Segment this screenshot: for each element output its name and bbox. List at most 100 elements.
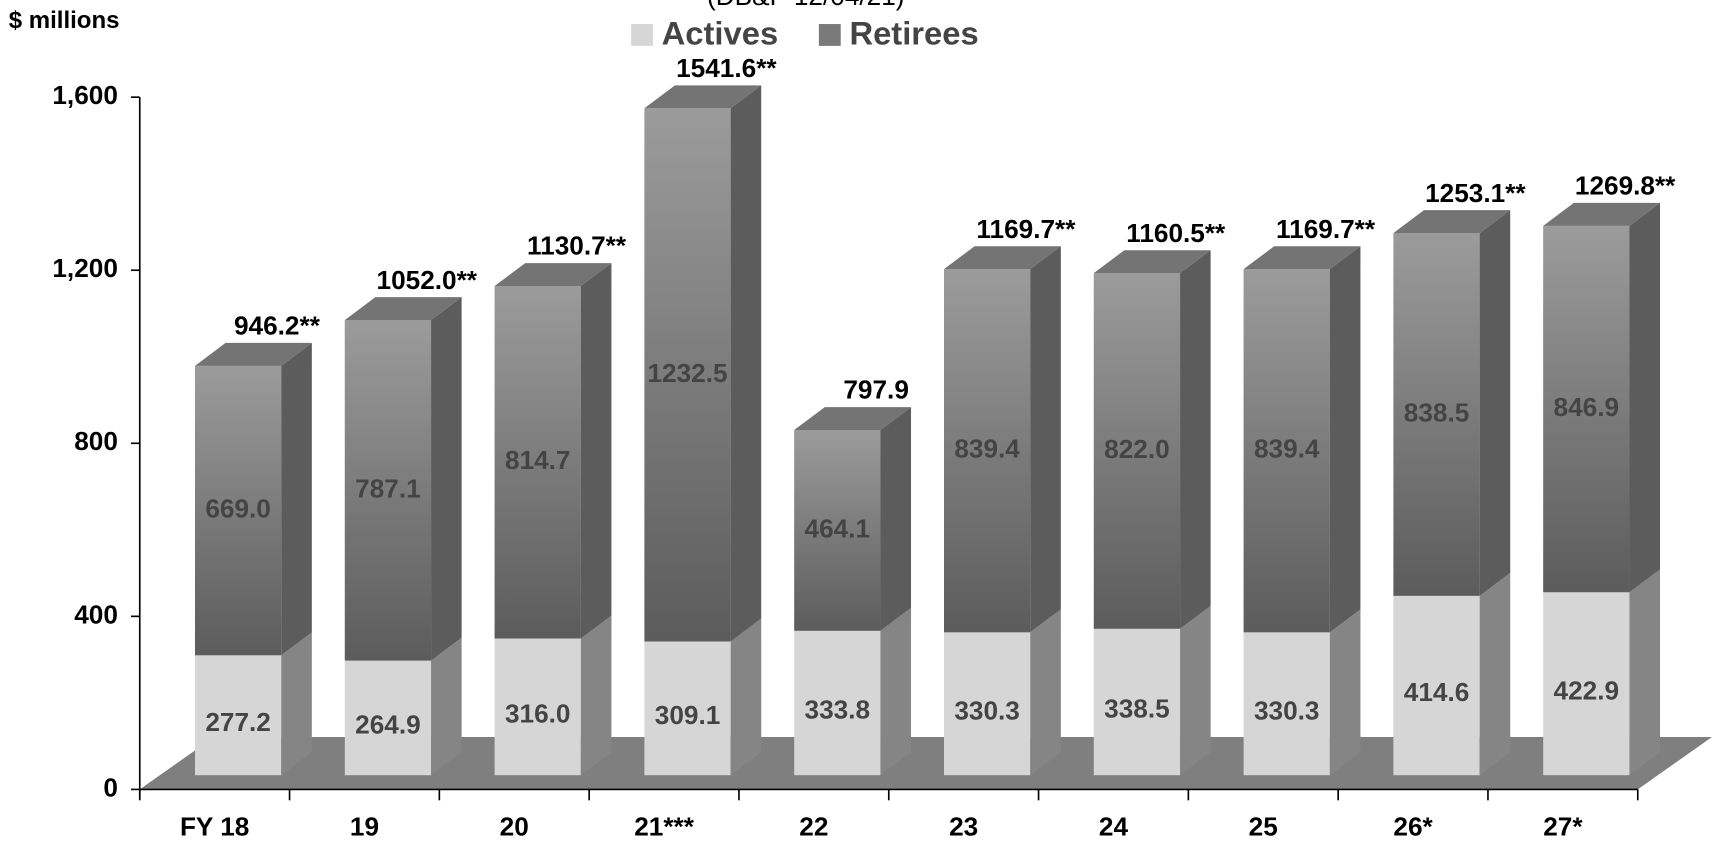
legend-swatch [818, 24, 841, 46]
bar-segment [1543, 202, 1661, 593]
x-tick-label: 25 [1249, 812, 1278, 842]
bar-side [1329, 246, 1361, 633]
total-label: 1130.7** [527, 231, 627, 261]
data-label: 330.3 [954, 695, 1020, 725]
bar-side [281, 342, 312, 656]
data-label: 464.1 [805, 513, 871, 543]
bar-segment [494, 615, 612, 776]
data-label: 277.2 [205, 707, 271, 737]
bar-front [344, 660, 432, 776]
data-label: 1232.5 [647, 358, 727, 388]
subtitle: (DB&P 12/04/21) [707, 0, 905, 11]
bar-segment [794, 607, 912, 776]
bar-side [1030, 609, 1061, 776]
bar-segment [794, 407, 912, 631]
y-tick-label: 1,200 [52, 253, 118, 283]
bar-side [1629, 202, 1661, 593]
bar-side [281, 632, 312, 776]
bar-side [730, 618, 762, 776]
data-label: 838.5 [1404, 397, 1470, 427]
total-label: 1169.7** [976, 214, 1076, 244]
bar-shade [644, 108, 731, 642]
bar-front [195, 655, 282, 776]
y-tick-label: 0 [103, 772, 118, 802]
y-tick-label: 1,600 [52, 80, 118, 110]
bar-side [580, 263, 612, 639]
data-label: 330.3 [1254, 695, 1320, 725]
bar-shade [1543, 225, 1630, 593]
total-label: 1169.7** [1276, 214, 1376, 244]
bar-side [1180, 250, 1211, 629]
bar-top [944, 246, 1061, 270]
bar-side [431, 297, 462, 661]
bar-side [1180, 605, 1211, 776]
x-tick-label: 24 [1099, 812, 1129, 842]
bar-segment [344, 297, 462, 661]
total-label: 1253.1** [1425, 178, 1526, 208]
bar-front [494, 638, 581, 776]
bar-side [1030, 246, 1061, 633]
bar-segment [1093, 605, 1211, 776]
bar-segment [1543, 569, 1661, 776]
bar-segment [1393, 210, 1511, 596]
bar-top [1543, 202, 1661, 226]
bar-segment [344, 637, 462, 776]
bar-side [1329, 609, 1361, 776]
bar-top [644, 85, 762, 109]
data-label: 669.0 [205, 493, 271, 523]
data-label: 839.4 [1254, 434, 1320, 464]
bar-segment [644, 618, 762, 776]
total-label: 797.9 [843, 375, 909, 405]
total-label: 946.2** [234, 311, 321, 341]
bar-top [494, 263, 612, 287]
bar-top [1393, 210, 1511, 234]
total-label: 1052.0** [377, 265, 478, 295]
x-tick-label: 19 [350, 812, 379, 842]
plot: 0 400 800 1,200 1,600 FY 18 277.2 669.0 946.2** 1… [52, 53, 1676, 842]
bar-front [1243, 632, 1330, 776]
bar-side [1629, 569, 1661, 776]
bar-segment [195, 342, 312, 656]
bar-side [431, 637, 462, 776]
bar-segment [1243, 246, 1361, 633]
bar-side [880, 407, 912, 631]
bar-top [195, 342, 312, 366]
total-label: 1160.5** [1126, 218, 1226, 248]
bar-front [644, 641, 731, 776]
data-label: 787.1 [355, 473, 421, 503]
total-label: 1541.6** [676, 53, 777, 83]
data-label: 309.1 [655, 700, 721, 730]
bar-shade [944, 269, 1031, 633]
data-label: 338.5 [1104, 694, 1170, 724]
bar-segment [944, 246, 1061, 633]
bar-top [1093, 250, 1211, 274]
data-label: 333.8 [805, 695, 871, 725]
data-label: 814.7 [505, 445, 571, 475]
bar-segment [1093, 250, 1211, 629]
bar-side [730, 85, 762, 642]
bar-front [1393, 595, 1480, 776]
bar-segment [1393, 572, 1511, 776]
bar-segment [195, 632, 312, 776]
data-label: 264.9 [355, 710, 421, 740]
x-tick-label: 26* [1393, 812, 1433, 842]
y-tick-label: 800 [74, 426, 118, 456]
bar-shade [494, 286, 581, 639]
legend-swatch [631, 24, 653, 46]
bar-front [1093, 628, 1181, 776]
bar-front [794, 630, 881, 776]
bar-segment [494, 263, 612, 639]
y-tick-label: 400 [74, 599, 118, 629]
x-tick-label: 21*** [634, 812, 695, 842]
x-tick-label: 20 [500, 812, 529, 842]
bar-side [580, 615, 612, 776]
bar-shade [794, 430, 881, 631]
legend-label: Retirees [849, 15, 978, 52]
y-axis-label: $ millions [9, 7, 120, 34]
data-label: 822.0 [1104, 434, 1170, 464]
x-tick-label: 27* [1543, 812, 1583, 842]
bar-side [880, 607, 912, 776]
bar-top [794, 407, 912, 431]
bar-segment [944, 609, 1061, 776]
